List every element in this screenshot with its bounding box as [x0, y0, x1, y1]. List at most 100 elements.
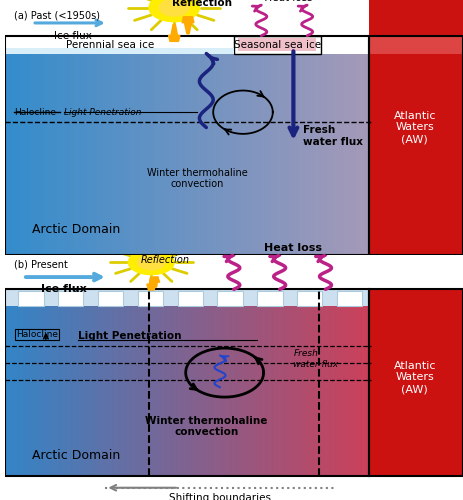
Bar — [83, 54, 85, 255]
Bar — [318, 54, 320, 255]
Bar — [249, 54, 251, 255]
Bar — [293, 54, 295, 255]
Bar — [305, 54, 307, 255]
Text: Heat loss: Heat loss — [264, 242, 322, 252]
Bar — [98, 306, 100, 476]
Bar — [26, 306, 29, 476]
Bar — [28, 306, 31, 476]
Bar — [178, 291, 203, 306]
Bar — [72, 54, 75, 255]
Bar — [369, 290, 463, 476]
Bar — [262, 306, 264, 476]
Bar — [322, 306, 324, 476]
Text: Reflection: Reflection — [141, 255, 189, 265]
Bar — [72, 306, 75, 476]
Bar — [185, 306, 188, 476]
Bar — [325, 54, 328, 255]
Bar — [280, 306, 282, 476]
Bar — [209, 54, 211, 255]
Bar — [16, 306, 18, 476]
Bar — [141, 306, 144, 476]
Bar — [232, 306, 235, 476]
Bar — [83, 306, 85, 476]
Bar — [238, 54, 240, 255]
Bar — [152, 54, 155, 255]
Bar — [192, 306, 194, 476]
Bar — [138, 291, 163, 306]
Bar — [88, 306, 91, 476]
Bar — [5, 290, 369, 306]
Text: Seasonal sea ice: Seasonal sea ice — [234, 40, 321, 50]
Bar — [12, 306, 14, 476]
Bar — [105, 306, 107, 476]
Bar — [19, 306, 21, 476]
Bar — [234, 306, 237, 476]
Bar — [324, 54, 326, 255]
Bar — [324, 306, 326, 476]
Bar — [218, 54, 220, 255]
Bar — [216, 54, 218, 255]
Bar — [5, 36, 234, 54]
Bar — [340, 54, 342, 255]
Bar — [32, 54, 34, 255]
Text: Fresh
water flux: Fresh water flux — [294, 350, 338, 369]
Bar — [360, 306, 362, 476]
Bar — [362, 306, 364, 476]
Bar — [320, 306, 322, 476]
Bar — [188, 54, 191, 255]
Bar — [92, 54, 94, 255]
Bar — [236, 54, 238, 255]
Text: Halocline: Halocline — [14, 108, 56, 118]
Bar — [5, 36, 234, 54]
Bar — [57, 306, 60, 476]
Bar — [181, 54, 184, 255]
Bar — [69, 54, 71, 255]
Bar — [141, 54, 144, 255]
Bar — [158, 54, 160, 255]
Bar — [211, 54, 213, 255]
Bar — [100, 306, 102, 476]
Bar — [5, 36, 369, 255]
Bar — [180, 54, 182, 255]
Bar — [101, 306, 103, 476]
Bar — [123, 54, 125, 255]
Text: Reflection: Reflection — [172, 0, 232, 8]
Bar — [5, 290, 369, 476]
Bar — [289, 306, 291, 476]
Bar — [21, 54, 23, 255]
Bar — [265, 306, 268, 476]
Bar — [167, 306, 169, 476]
Bar — [6, 306, 9, 476]
Bar — [19, 54, 21, 255]
Bar — [256, 306, 258, 476]
Text: Ice flux: Ice flux — [41, 284, 87, 294]
Bar — [296, 306, 299, 476]
Bar — [283, 306, 286, 476]
Bar — [75, 54, 78, 255]
Bar — [363, 54, 366, 255]
Bar — [59, 306, 62, 476]
Bar — [10, 54, 13, 255]
Bar — [50, 54, 52, 255]
Bar — [65, 306, 67, 476]
Text: Atlantic
Waters
(AW): Atlantic Waters (AW) — [394, 111, 436, 144]
Bar — [118, 306, 120, 476]
Bar — [26, 54, 29, 255]
Bar — [74, 306, 76, 476]
Bar — [30, 306, 32, 476]
Bar — [344, 306, 346, 476]
Bar — [205, 306, 207, 476]
Bar — [178, 306, 180, 476]
Bar — [355, 54, 357, 255]
Bar — [48, 54, 50, 255]
Bar — [118, 54, 120, 255]
Bar — [365, 306, 368, 476]
Bar — [61, 54, 63, 255]
Bar — [258, 306, 260, 476]
Bar — [278, 54, 280, 255]
Bar — [194, 54, 196, 255]
Bar — [223, 54, 225, 255]
Bar — [98, 291, 123, 306]
Bar — [136, 306, 138, 476]
Bar — [227, 306, 229, 476]
